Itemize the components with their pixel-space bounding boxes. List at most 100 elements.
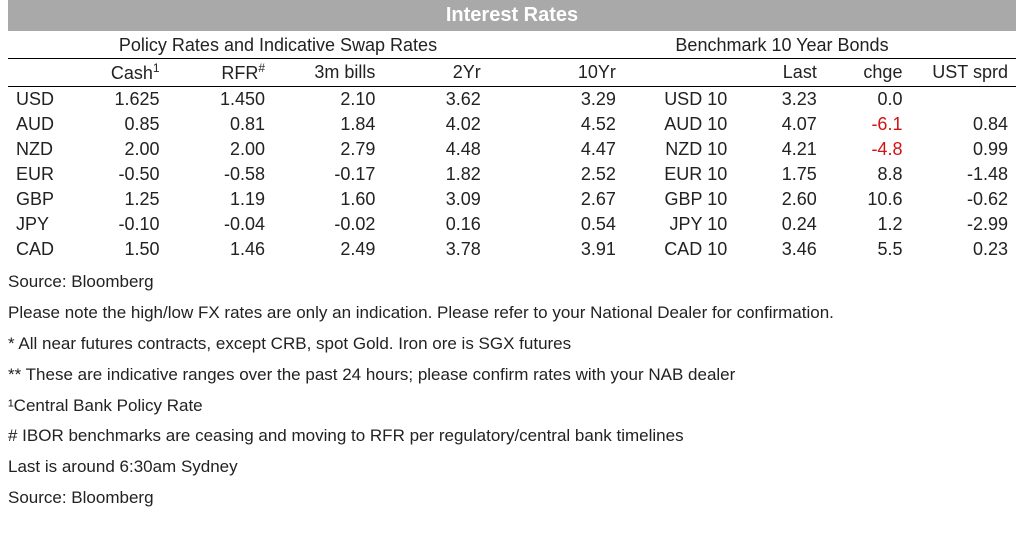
cell-last: 4.07 [739, 112, 825, 137]
table-row: NZD2.002.002.794.484.47NZD 104.21-4.80.9… [8, 137, 1016, 162]
cell-bond-label: GBP 10 [624, 187, 739, 212]
cell-bond-label: USD 10 [624, 87, 739, 113]
col-ust-sprd: UST sprd [910, 59, 1016, 87]
footnote-line: ¹Central Bank Policy Rate [8, 392, 1016, 421]
cell-code: USD [8, 87, 62, 113]
table-row: CAD1.501.462.493.783.91CAD 103.465.50.23 [8, 237, 1016, 262]
cell-last: 3.23 [739, 87, 825, 113]
cell-3m: 2.79 [273, 137, 383, 162]
cell-chge: 0.0 [825, 87, 911, 113]
cell-chge: -6.1 [825, 112, 911, 137]
col-currency [8, 59, 62, 87]
cell-last: 1.75 [739, 162, 825, 187]
footnote-line: Source: Bloomberg [8, 268, 1016, 297]
section-left-label: Policy Rates and Indicative Swap Rates [8, 33, 548, 58]
cell-code: CAD [8, 237, 62, 262]
title-bar: Interest Rates [8, 0, 1016, 31]
cell-10y: 0.54 [489, 212, 624, 237]
col-10yr: 10Yr [489, 59, 624, 87]
cell-sprd: 0.23 [910, 237, 1016, 262]
table-row: USD1.6251.4502.103.623.29USD 103.230.0 [8, 87, 1016, 113]
cell-chge: -4.8 [825, 137, 911, 162]
cell-bond-label: NZD 10 [624, 137, 739, 162]
cell-2y: 3.62 [383, 87, 488, 113]
cell-bond-label: CAD 10 [624, 237, 739, 262]
cell-cash: 1.625 [62, 87, 168, 113]
col-last: Last [739, 59, 825, 87]
table-row: GBP1.251.191.603.092.67GBP 102.6010.6-0.… [8, 187, 1016, 212]
cell-chge: 1.2 [825, 212, 911, 237]
cell-sprd: -0.62 [910, 187, 1016, 212]
cell-rfr: -0.58 [168, 162, 273, 187]
cell-cash: 1.25 [62, 187, 168, 212]
cell-code: NZD [8, 137, 62, 162]
cell-chge: 5.5 [825, 237, 911, 262]
cell-3m: -0.17 [273, 162, 383, 187]
cell-rfr: 1.19 [168, 187, 273, 212]
col-bond-label [624, 59, 739, 87]
cell-sprd [910, 87, 1016, 113]
cell-10y: 4.52 [489, 112, 624, 137]
cell-chge: 10.6 [825, 187, 911, 212]
col-chge: chge [825, 59, 911, 87]
col-3m-bills: 3m bills [273, 59, 383, 87]
cell-3m: 1.84 [273, 112, 383, 137]
cell-10y: 2.52 [489, 162, 624, 187]
cell-rfr: 1.46 [168, 237, 273, 262]
cell-cash: -0.50 [62, 162, 168, 187]
col-2yr: 2Yr [383, 59, 488, 87]
cell-10y: 3.91 [489, 237, 624, 262]
table-row: AUD0.850.811.844.024.52AUD 104.07-6.10.8… [8, 112, 1016, 137]
cell-2y: 4.02 [383, 112, 488, 137]
footnotes: Source: BloombergPlease note the high/lo… [8, 268, 1016, 513]
cell-last: 0.24 [739, 212, 825, 237]
cell-10y: 2.67 [489, 187, 624, 212]
cell-2y: 4.48 [383, 137, 488, 162]
cell-rfr: 1.450 [168, 87, 273, 113]
footnote-line: Source: Bloomberg [8, 484, 1016, 513]
cell-code: EUR [8, 162, 62, 187]
cell-bond-label: JPY 10 [624, 212, 739, 237]
cell-3m: 2.49 [273, 237, 383, 262]
cell-10y: 3.29 [489, 87, 624, 113]
rates-table: Cash1 RFR# 3m bills 2Yr 10Yr Last chge U… [8, 59, 1016, 262]
cell-code: GBP [8, 187, 62, 212]
section-headers: Policy Rates and Indicative Swap Rates B… [8, 33, 1016, 59]
cell-rfr: 0.81 [168, 112, 273, 137]
footnote-line: ** These are indicative ranges over the … [8, 361, 1016, 390]
cell-3m: 2.10 [273, 87, 383, 113]
cell-code: AUD [8, 112, 62, 137]
cell-2y: 3.78 [383, 237, 488, 262]
cell-sprd: 0.84 [910, 112, 1016, 137]
cell-2y: 1.82 [383, 162, 488, 187]
cell-sprd: -1.48 [910, 162, 1016, 187]
footnote-line: # IBOR benchmarks are ceasing and moving… [8, 422, 1016, 451]
cell-cash: 1.50 [62, 237, 168, 262]
cell-2y: 3.09 [383, 187, 488, 212]
cell-sprd: -2.99 [910, 212, 1016, 237]
cell-bond-label: EUR 10 [624, 162, 739, 187]
cell-last: 4.21 [739, 137, 825, 162]
cell-cash: -0.10 [62, 212, 168, 237]
col-rfr: RFR# [168, 59, 273, 87]
table-body: USD1.6251.4502.103.623.29USD 103.230.0AU… [8, 87, 1016, 263]
col-cash: Cash1 [62, 59, 168, 87]
footnote-line: Please note the high/low FX rates are on… [8, 299, 1016, 328]
cell-3m: -0.02 [273, 212, 383, 237]
cell-2y: 0.16 [383, 212, 488, 237]
cell-sprd: 0.99 [910, 137, 1016, 162]
table-row: EUR-0.50-0.58-0.171.822.52EUR 101.758.8-… [8, 162, 1016, 187]
cell-bond-label: AUD 10 [624, 112, 739, 137]
cell-rfr: 2.00 [168, 137, 273, 162]
column-headers: Cash1 RFR# 3m bills 2Yr 10Yr Last chge U… [8, 59, 1016, 87]
cell-rfr: -0.04 [168, 212, 273, 237]
cell-last: 3.46 [739, 237, 825, 262]
cell-3m: 1.60 [273, 187, 383, 212]
cell-cash: 2.00 [62, 137, 168, 162]
cell-10y: 4.47 [489, 137, 624, 162]
table-row: JPY-0.10-0.04-0.020.160.54JPY 100.241.2-… [8, 212, 1016, 237]
footnote-line: * All near futures contracts, except CRB… [8, 330, 1016, 359]
cell-code: JPY [8, 212, 62, 237]
cell-last: 2.60 [739, 187, 825, 212]
cell-chge: 8.8 [825, 162, 911, 187]
